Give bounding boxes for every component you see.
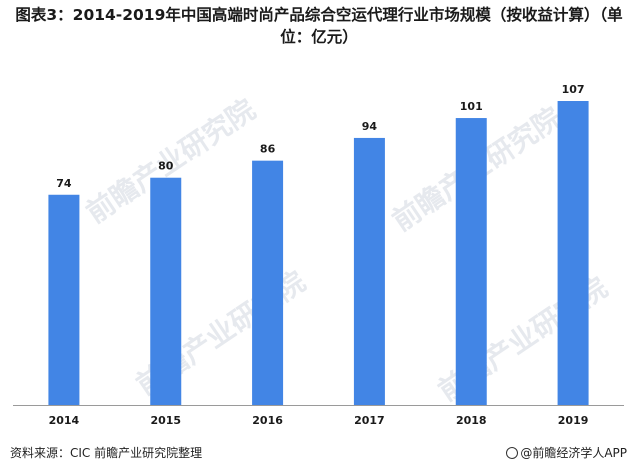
- bar: [557, 101, 589, 405]
- data-label: 101: [460, 100, 483, 113]
- bar: [252, 160, 284, 405]
- data-label: 107: [562, 83, 585, 96]
- bar: [150, 177, 182, 405]
- chart-title: 图表3：2014-2019年中国高端时尚产品综合空运代理行业市场规模（按收益计算…: [15, 6, 623, 46]
- bar: [353, 137, 385, 406]
- data-label: 86: [260, 143, 276, 156]
- x-tick-label: 2019: [558, 414, 589, 427]
- brand-logo-icon: [506, 447, 519, 459]
- x-tick-label: 2016: [252, 414, 283, 427]
- brand-credit: @前瞻经济学人APP: [506, 444, 627, 461]
- x-tick-label: 2014: [49, 414, 80, 427]
- data-label: 94: [362, 120, 378, 133]
- x-tick-label: 2015: [150, 414, 181, 427]
- bar: [455, 118, 487, 406]
- data-label: 74: [56, 177, 72, 190]
- bar: [48, 194, 80, 405]
- x-tick-label: 2018: [456, 414, 487, 427]
- brand-label: @前瞻经济学人APP: [520, 446, 627, 460]
- source-note: 资料来源：CIC 前瞻产业研究院整理: [10, 446, 203, 460]
- x-tick-label: 2017: [354, 414, 385, 427]
- data-label: 80: [158, 160, 174, 173]
